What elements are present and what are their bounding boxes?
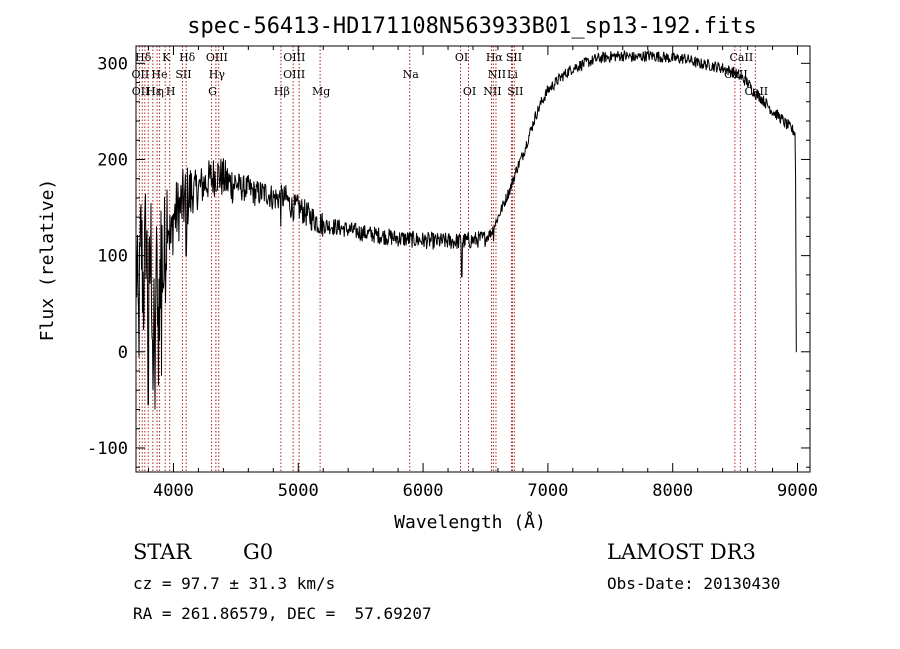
x-axis-label: Wavelength (Å) [394,511,546,533]
line-label-15: NII [488,68,506,81]
emission-line-markers [138,46,756,472]
x-axis-ticks: 4000 5000 6000 7000 8000 9000 [147,46,818,501]
y-tick-label-0: 0 [118,343,128,363]
line-label-23: Hβ [274,85,290,98]
line-label-7: SII [506,51,522,64]
line-label-9: OII [132,68,150,81]
line-label-4: OIII [283,51,305,64]
line-label-16: Li [507,68,518,81]
line-label-19: Hε [146,85,162,98]
survey-name: LAMOST DR3 [607,540,756,564]
line-label-27: SII [507,85,523,98]
line-label-21: H [166,85,176,98]
y-axis-label: Flux (relative) [37,179,58,342]
observation-date: Obs-Date: 20130430 [607,574,781,593]
line-label-25: OI [463,85,476,98]
line-label-10: He [151,68,167,81]
line-label-5: OI [455,51,468,64]
line-label-13: OIII [283,68,305,81]
y-tick-label-100: 100 [97,247,128,267]
object-class: STAR [133,540,192,564]
line-label-6: Hα [486,51,504,64]
line-label-3: OIII [206,51,228,64]
x-tick-label-6000: 6000 [403,481,444,501]
x-tick-label-5000: 5000 [278,481,319,501]
coordinates: RA = 261.86579, DEC = 57.69207 [133,604,432,623]
object-subclass: G0 [243,540,274,564]
x-tick-label-8000: 8000 [652,481,693,501]
x-tick-label-9000: 9000 [777,481,818,501]
line-label-1: K [162,51,171,64]
line-label-22: G [208,85,217,98]
x-tick-label-4000: 4000 [153,481,194,501]
y-axis-ticks: -100 0 100 200 300 [87,54,810,468]
y-tick-label-300: 300 [97,54,128,74]
line-label-12: Hγ [209,68,226,81]
line-label-2: Hδ [179,51,196,64]
chart-title: spec-56413-HD171108N563933B01_sp13-192.f… [187,14,757,39]
line-label-8: CaII [730,51,754,64]
line-label-14: Na [403,68,420,81]
line-label-20: η [157,85,164,98]
y-tick-label--100: -100 [87,439,128,459]
y-tick-label-200: 200 [97,150,128,170]
line-label-0: Hδ [135,51,152,64]
spectrum-line [135,49,797,410]
line-label-26: NII [483,85,501,98]
line-label-11: SII [175,68,191,81]
line-label-24: Mg [312,85,330,98]
plot-frame [135,45,811,473]
x-tick-label-7000: 7000 [527,481,568,501]
redshift-cz: cz = 97.7 ± 31.3 km/s [133,574,336,593]
